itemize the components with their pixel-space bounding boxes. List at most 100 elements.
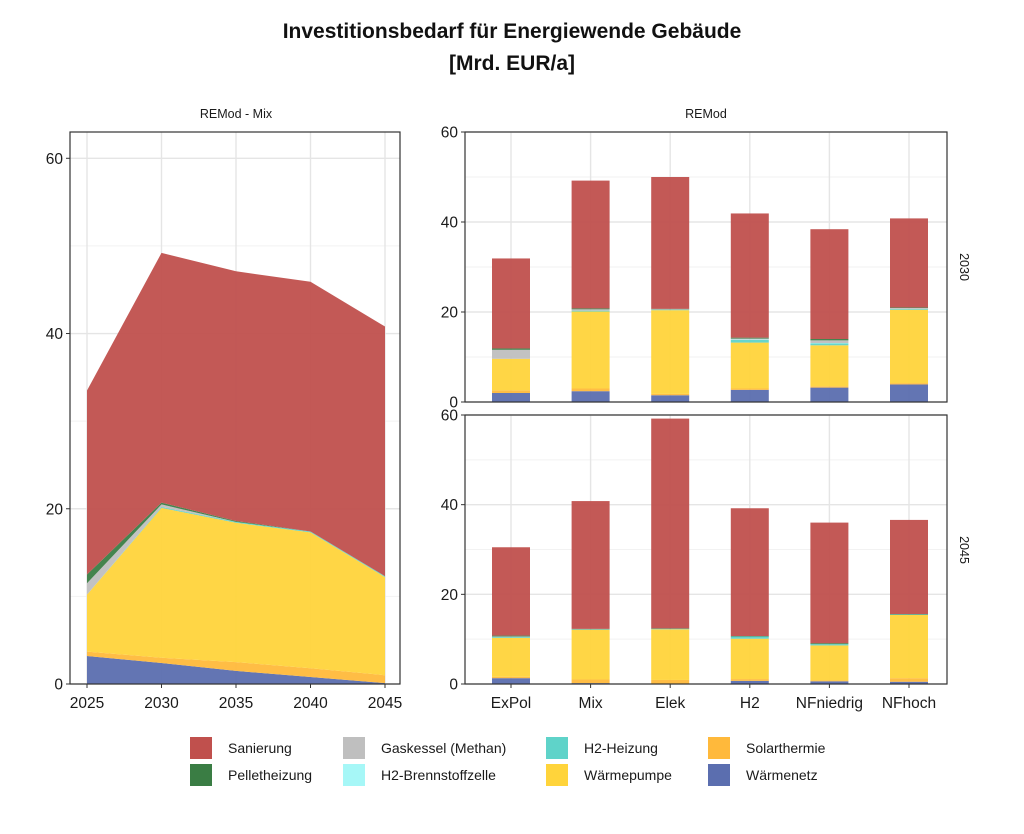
- bar2030-bar-sanierung: [492, 258, 530, 349]
- bar2045-bar-wn: [492, 678, 530, 684]
- bar2030-bar-wn: [890, 384, 928, 402]
- bar2030-bar-sanierung: [890, 218, 928, 308]
- bar2045-tick-label-x: H2: [740, 695, 760, 712]
- bar2045-bar-solar: [730, 679, 769, 681]
- legend-swatch-wn: [708, 764, 730, 786]
- bar2030-tick-label-y: 60: [441, 125, 459, 142]
- bar2030-bar-solar: [730, 388, 769, 390]
- bar2045-bar-solar: [571, 679, 610, 684]
- bar2045-bar-h2h: [492, 636, 530, 638]
- bar2030-bar-pellet: [571, 308, 610, 310]
- area-tick-label-x: 2030: [144, 695, 179, 712]
- bar2030-bar-solar: [571, 388, 610, 392]
- bar2045-tick-label-x: ExPol: [491, 695, 532, 712]
- facet-strip-2045: 2045: [957, 536, 971, 564]
- legend-label-pellet: Pelletheizung: [228, 767, 312, 783]
- legend-label-solar: Solarthermie: [746, 740, 826, 756]
- bar2045-bar-sanierung: [730, 508, 769, 637]
- bar2030-bar-gas: [492, 349, 530, 359]
- bar2030-bar-gas: [571, 309, 610, 311]
- bar2030-bar-sanierung: [571, 180, 610, 309]
- bar2030-bar-h2h: [890, 308, 928, 310]
- bar2045-tick-label-x: Elek: [655, 695, 685, 712]
- bar2045-bar-sanierung: [492, 547, 530, 636]
- legend-label-h2h: H2-Heizung: [584, 740, 658, 756]
- bar2045-tick-label-y: 60: [441, 408, 459, 425]
- left-panel-strip-label: REMod - Mix: [200, 107, 273, 121]
- bar2030-bar-wp: [810, 345, 849, 387]
- bar2030-bar-wp: [730, 342, 769, 389]
- bar2045-bar-sanierung: [890, 519, 928, 615]
- bar2030-bar-gas: [810, 340, 849, 344]
- legend-label-gas: Gaskessel (Methan): [381, 740, 506, 756]
- bar2030-bar-wn: [571, 391, 610, 402]
- bar2045-bar-wn: [730, 680, 769, 684]
- bar2030-bar-wn: [492, 393, 530, 402]
- legend-swatch-h2bz: [343, 764, 365, 786]
- bar2030-bar-pellet: [730, 337, 769, 339]
- bar2045-bar-wp: [492, 637, 530, 677]
- bar2045-tick-label-y: 20: [441, 587, 459, 604]
- bar2030-bar-wp: [571, 311, 610, 389]
- bar2045-bar-solar: [890, 678, 928, 682]
- bar2045-tick-label-x: Mix: [579, 695, 603, 712]
- legend-swatch-wp: [546, 764, 568, 786]
- bar2030-bar-solar: [651, 393, 690, 396]
- bar2045-bar-h2h: [810, 644, 849, 646]
- bar2030-bar-wp: [651, 310, 690, 394]
- area-tick-label-y: 40: [46, 326, 64, 343]
- facet-strip-2030: 2030: [957, 253, 971, 281]
- bar2030-border: [464, 131, 948, 403]
- bar2030-bar-pellet: [492, 348, 530, 350]
- bar2030-bar-sanierung: [730, 213, 769, 338]
- bar2045-bar-sanierung: [651, 418, 690, 629]
- area-tick-label-y: 0: [54, 677, 63, 694]
- legend-label-wp: Wärmepumpe: [584, 767, 672, 783]
- bar2030-tick-label-y: 40: [441, 215, 459, 232]
- bar2030-bar-wn: [651, 395, 690, 402]
- bar2045-bar-wp: [571, 629, 610, 680]
- bar-panel-2030: 0 20 40 60: [441, 125, 948, 412]
- legend-swatch-gas: [343, 737, 365, 759]
- legend-swatch-h2h: [546, 737, 568, 759]
- bar2030-bar-solar: [890, 383, 928, 385]
- bar2030-tick-label-y: 20: [441, 305, 459, 322]
- bar2045-bar-sanierung: [571, 501, 610, 629]
- bar2045-bar-h2h: [730, 636, 769, 639]
- area-tick-label-y: 60: [46, 151, 64, 168]
- bar2030-bar-gas: [890, 307, 928, 309]
- bar2045-tick-label-y: 40: [441, 497, 459, 514]
- area-series-solar: [87, 651, 385, 684]
- bar2045-bar-pellet: [492, 635, 530, 637]
- chart-title-line-2: [Mrd. EUR/a]: [449, 52, 575, 75]
- chart-title-line-1: Investitionsbedarf für Energiewende Gebä…: [283, 20, 742, 43]
- legend-label-wn: Wärmenetz: [746, 767, 818, 783]
- bar2030-bar-wp: [492, 358, 530, 391]
- bar2045-bar-pellet: [810, 643, 849, 645]
- right-panel-strip-label: REMod: [685, 107, 727, 121]
- area-series-sanierung: [87, 252, 385, 577]
- bar2045-tick-label-y: 0: [449, 677, 458, 694]
- bar2045-bar-solar: [492, 676, 530, 679]
- legend-swatch-sanierung: [190, 737, 212, 759]
- bar2045-bar-solar: [651, 679, 690, 684]
- area-series-wp: [87, 507, 385, 676]
- bar2045-bar-wp: [730, 638, 769, 680]
- bar2030-bar-wn: [810, 387, 849, 402]
- bar2045-tick-label-x: NFhoch: [882, 695, 936, 712]
- bar2030-bar-solar: [492, 390, 530, 393]
- bar2030-tick-label-y: 0: [449, 395, 458, 412]
- bar-panel-2045: 0 20 40 60 ExPol Mix Elek H2 NFniedrig NFhoch: [441, 408, 948, 712]
- legend: Sanierung Gaskessel (Methan) H2-Heizung Sol…: [190, 737, 826, 786]
- bar2045-bar-wp: [810, 645, 849, 681]
- legend-swatch-pellet: [190, 764, 212, 786]
- bar2030-bar-gas: [730, 338, 769, 340]
- bar2030-bar-wn: [730, 389, 769, 402]
- area-tick-label-x: 2040: [293, 695, 328, 712]
- bar2030-bar-h2h: [571, 310, 610, 312]
- area-tick-label-x: 2025: [70, 695, 104, 712]
- bar2030-bar-solar: [810, 386, 849, 388]
- bar2030-bar-wp: [890, 309, 928, 384]
